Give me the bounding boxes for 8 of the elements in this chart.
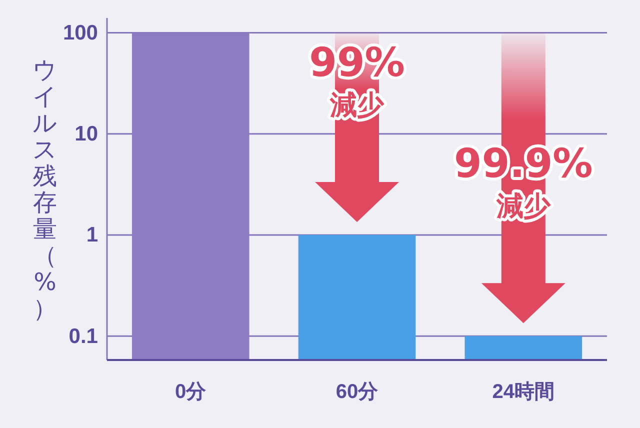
x-tick-label: 60分 (336, 381, 380, 404)
y-tick-label: 1 (86, 224, 98, 247)
y-tick-label: 100 (62, 21, 98, 44)
x-tick-label: 24時間 (492, 381, 555, 404)
y-tick-label: 10 (74, 122, 98, 146)
text: ウイルス残存量（%） (32, 56, 58, 323)
y-tick-label: 0.1 (68, 324, 98, 348)
x-tick-label: 0分 (175, 381, 208, 404)
